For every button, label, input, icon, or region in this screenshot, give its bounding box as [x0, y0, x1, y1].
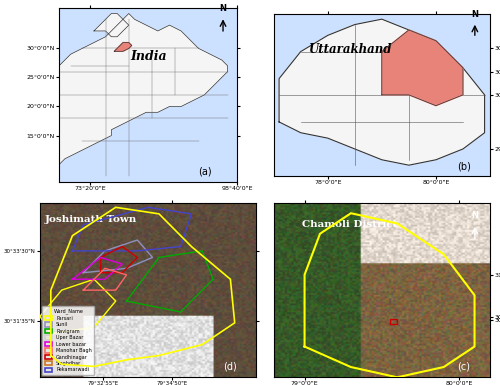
- Text: (c): (c): [458, 362, 470, 372]
- Legend: Parsari, Sunil, Ravigram, Uper Bazar, Lower bazar, Manohar Bagh, Gandhinagar, Si: Parsari, Sunil, Ravigram, Uper Bazar, Lo…: [42, 306, 94, 375]
- Text: N: N: [472, 10, 478, 18]
- Text: Uttarakhand: Uttarakhand: [308, 43, 391, 56]
- Text: Joshimath Town: Joshimath Town: [44, 215, 136, 224]
- Text: India: India: [130, 50, 166, 63]
- Polygon shape: [382, 30, 463, 106]
- Polygon shape: [279, 19, 484, 165]
- Text: Chamoli District: Chamoli District: [302, 220, 397, 229]
- Text: N: N: [220, 4, 226, 13]
- Text: N: N: [472, 211, 478, 220]
- Text: (b): (b): [457, 161, 471, 171]
- Polygon shape: [59, 13, 228, 165]
- Bar: [390, 319, 398, 324]
- Polygon shape: [94, 13, 129, 37]
- Polygon shape: [114, 43, 132, 51]
- Text: (a): (a): [198, 167, 212, 177]
- Text: (d): (d): [224, 362, 237, 372]
